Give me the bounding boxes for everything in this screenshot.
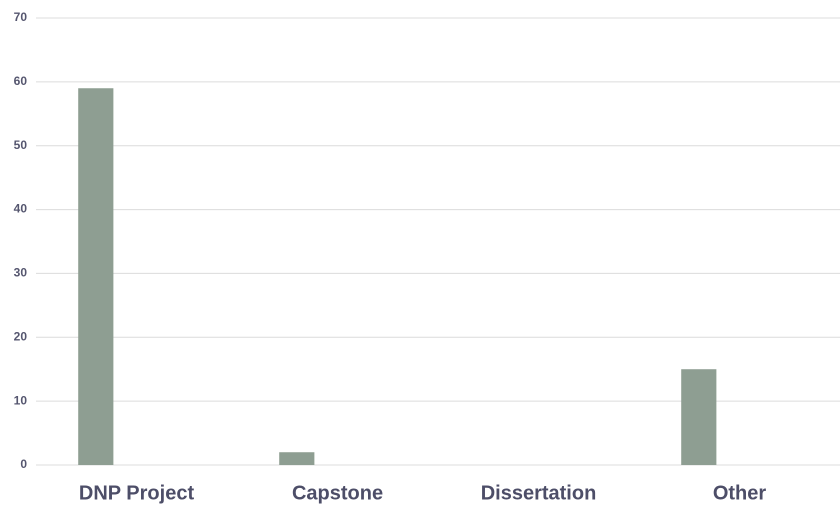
x-tick-label: Dissertation [481, 482, 597, 504]
bar [681, 369, 717, 465]
y-tick-label: 60 [14, 74, 28, 88]
y-tick-label: 0 [20, 457, 27, 471]
y-tick-label: 10 [14, 393, 28, 407]
bar [279, 452, 315, 465]
x-tick-label: Other [713, 482, 767, 504]
y-tick-label: 50 [14, 138, 28, 152]
y-tick-label: 40 [14, 202, 28, 216]
y-tick-label: 30 [14, 266, 28, 280]
x-tick-label: Capstone [292, 482, 383, 504]
bar [78, 88, 114, 465]
y-tick-label: 70 [14, 10, 28, 24]
x-tick-label: DNP Project [79, 482, 195, 504]
y-tick-label: 20 [14, 329, 28, 343]
